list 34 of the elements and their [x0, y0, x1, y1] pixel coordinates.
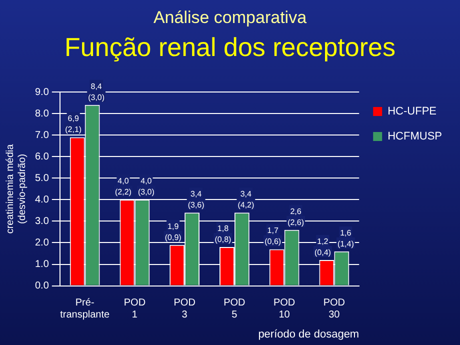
- y-tick-label: 0.0: [34, 280, 50, 292]
- data-label: 2,6 (2,6): [288, 206, 304, 227]
- y-tick-label: 9.0: [34, 86, 50, 98]
- chart-title: Análise comparativa: [152, 8, 308, 28]
- y-tick-label: 5.0: [34, 172, 50, 184]
- data-label: 4,0 (3,0): [138, 176, 155, 197]
- data-label: 8,4 (3,0): [88, 82, 105, 102]
- y-tick-label: 8.0: [34, 108, 50, 120]
- x-tick-label: Pré- transplante: [60, 298, 110, 321]
- data-label: 1,2 (0,4): [314, 236, 332, 257]
- data-label: 3,4 (3,6): [188, 190, 205, 210]
- y-axis-title: creatininemia média (desvio-padrão): [4, 144, 28, 234]
- y-tick-label: 2.0: [34, 237, 50, 248]
- y-tick-label: 7.0: [34, 130, 50, 141]
- data-label: 1,7 (0,6): [264, 226, 282, 246]
- y-tick-label: 3.0: [34, 216, 50, 227]
- y-tick-label: 4.0: [34, 194, 50, 206]
- x-tick-label: POD 30: [323, 298, 346, 321]
- x-tick-label: POD 5: [224, 298, 246, 321]
- x-tick-label: POD 3: [174, 298, 196, 321]
- y-tick-label: 6.0: [34, 151, 50, 162]
- data-label: 1,8 (0,8): [214, 224, 232, 244]
- y-tick-label: 1.0: [34, 259, 50, 270]
- x-axis-title: período de dosagem: [258, 328, 360, 340]
- data-label: 1,9 (0,9): [164, 222, 182, 242]
- data-label: 4,0 (2,2): [114, 176, 132, 197]
- chart-subtitle: Função renal dos receptores: [64, 32, 396, 63]
- legend-label: HCFMUSP: [388, 130, 442, 143]
- x-tick-label: POD 10: [273, 298, 296, 321]
- legend-label: HC-UFPE: [388, 106, 437, 118]
- data-label: 6,9 (2,1): [65, 114, 82, 134]
- x-tick-label: POD 1: [124, 298, 146, 321]
- data-label: 1,6 (1,4): [337, 228, 354, 248]
- data-label: 3,4 (4,2): [238, 190, 254, 210]
